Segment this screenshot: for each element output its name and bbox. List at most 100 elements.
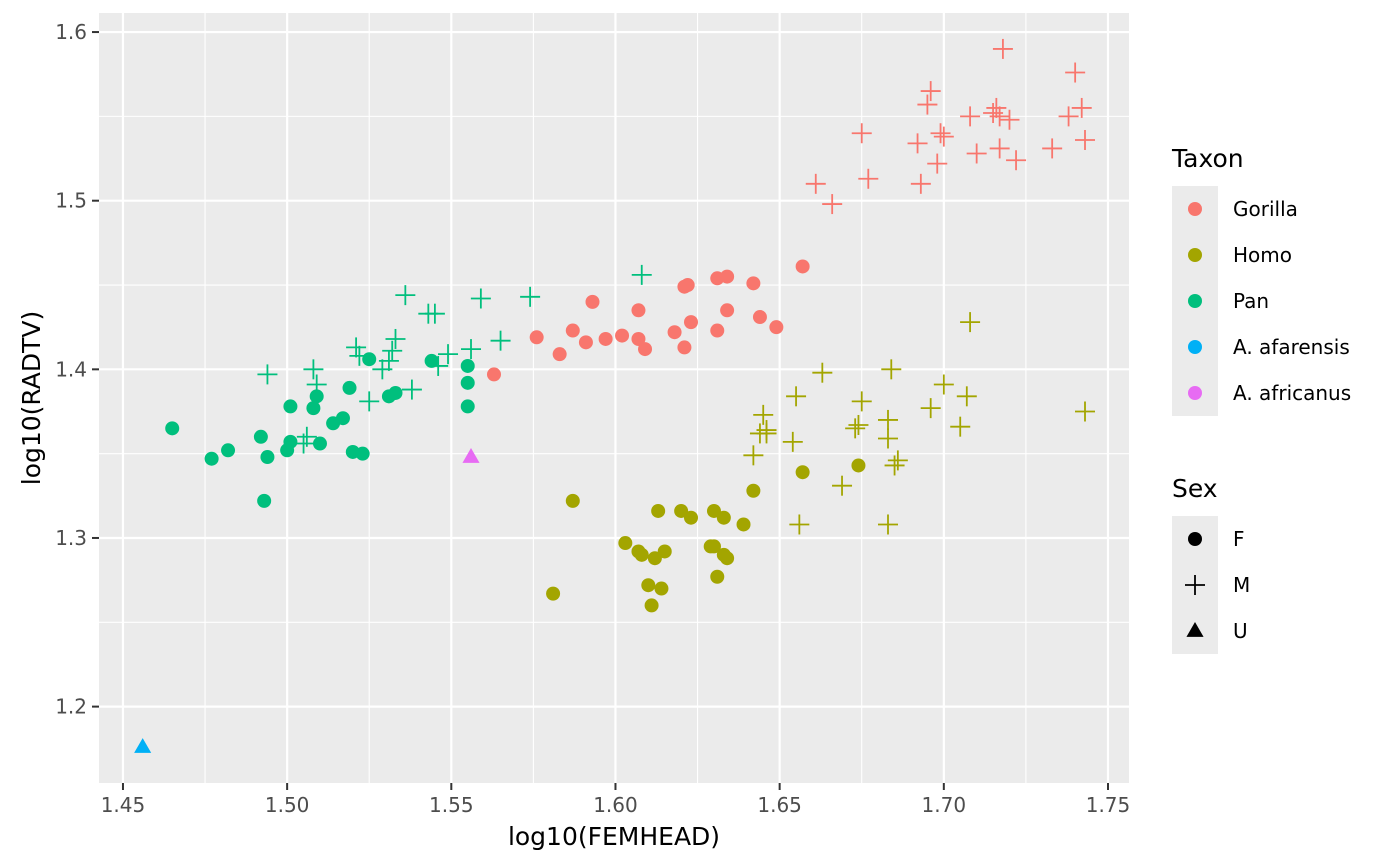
point-gorilla-m: [822, 194, 843, 215]
point-gorilla-f: [552, 347, 567, 362]
point-gorilla-f: [615, 328, 630, 343]
y-tick-label: 1.2: [55, 695, 87, 719]
point-gorilla-f: [667, 325, 682, 340]
point-pan-m: [296, 426, 317, 447]
y-tick-label: 1.6: [55, 20, 87, 44]
point-homo-f: [546, 586, 561, 601]
point-gorilla-m: [907, 133, 928, 154]
point-gorilla-m: [910, 173, 931, 194]
point-homo-m: [877, 514, 898, 535]
point-pan-m: [395, 285, 416, 306]
legend-label: U: [1233, 619, 1248, 643]
legend-title-taxon: Taxon: [1171, 144, 1244, 173]
point-gorilla-m: [858, 168, 879, 189]
point-a-africanus-u: [462, 448, 480, 463]
point-pan-m: [306, 374, 327, 395]
legend: Taxon Gorilla Homo Pan A. afarensis A. africa…: [1171, 144, 1351, 654]
point-homo-m: [877, 428, 898, 449]
plot-panel: [99, 13, 1129, 783]
x-tick-label: 1.75: [1086, 793, 1131, 817]
point-pan-m: [401, 379, 422, 400]
point-homo-m: [960, 312, 981, 333]
point-pan-m: [346, 337, 367, 358]
point-gorilla-f: [746, 276, 761, 291]
x-tick-label: 1.55: [429, 793, 474, 817]
point-gorilla-m: [927, 153, 948, 174]
point-homo-m: [782, 431, 803, 452]
point-pan-f: [388, 385, 403, 400]
point-homo-m: [877, 409, 898, 430]
point-gorilla-m: [851, 123, 872, 144]
point-gorilla-f: [638, 342, 653, 357]
point-gorilla-f: [486, 367, 501, 382]
point-homo-f: [657, 544, 672, 559]
x-tick-label: 1.65: [757, 793, 802, 817]
point-homo-f: [736, 517, 751, 532]
point-pan-m: [424, 303, 445, 324]
point-pan-f: [221, 443, 236, 458]
x-tick-label: 1.60: [593, 793, 638, 817]
point-pan-m: [359, 391, 380, 412]
point-homo-f: [634, 547, 649, 562]
point-pan-f: [165, 421, 180, 436]
point-homo-f: [641, 578, 656, 593]
point-gorilla-f: [677, 340, 692, 355]
legend-key-a-africanus: [1188, 386, 1202, 400]
point-gorilla-m: [930, 123, 951, 144]
point-gorilla-f: [578, 335, 593, 350]
point-a-afarensis-u: [134, 738, 152, 753]
point-pan-m: [461, 339, 482, 360]
point-homo-f: [716, 510, 731, 525]
point-homo-m: [881, 359, 902, 380]
point-homo-f: [720, 551, 735, 566]
legend-label: A. africanus: [1233, 381, 1351, 405]
point-homo-f: [644, 598, 659, 613]
point-homo-m: [756, 423, 777, 444]
point-pan-f: [342, 380, 357, 395]
legend-key-triangle: [1186, 622, 1204, 637]
legend-key-circle: [1188, 532, 1202, 546]
point-gorilla-f: [565, 323, 580, 338]
point-pan-f: [312, 436, 327, 451]
point-pan-f: [460, 375, 475, 390]
point-pan-f: [460, 358, 475, 373]
point-pan-f: [283, 399, 298, 414]
legend-key-homo: [1188, 248, 1202, 262]
point-homo-f: [647, 551, 662, 566]
point-homo-f: [710, 569, 725, 584]
point-homo-m: [884, 455, 905, 476]
point-homo-m: [956, 386, 977, 407]
point-pan-m: [303, 359, 324, 380]
point-pan-m: [470, 288, 491, 309]
point-gorilla-m: [989, 138, 1010, 159]
point-gorilla-f: [795, 259, 810, 274]
x-axis: 1.45 1.50 1.55 1.60 1.65 1.70 1.75: [101, 783, 1131, 817]
point-gorilla-f: [631, 331, 646, 346]
point-gorilla-m: [999, 109, 1020, 130]
point-gorilla-m: [920, 81, 941, 102]
point-gorilla-f: [683, 315, 698, 330]
point-pan-m: [631, 264, 652, 285]
data-points: [134, 38, 1096, 753]
legend-label: Pan: [1233, 289, 1269, 313]
point-pan-f: [362, 352, 377, 367]
legend-key-plus: [1185, 575, 1205, 595]
point-gorilla-m: [917, 94, 938, 115]
point-gorilla-m: [1006, 150, 1027, 171]
point-gorilla-m: [992, 38, 1013, 59]
point-homo-m: [845, 418, 866, 439]
y-tick-label: 1.5: [55, 189, 87, 213]
x-tick-label: 1.45: [101, 793, 146, 817]
point-homo-m: [1075, 401, 1096, 422]
point-homo-m: [920, 398, 941, 419]
point-gorilla-m: [1042, 138, 1063, 159]
point-homo-m: [753, 404, 774, 425]
point-gorilla-m: [966, 143, 987, 164]
point-pan-f: [306, 401, 321, 416]
point-pan-f: [260, 450, 275, 465]
y-tick-label: 1.4: [55, 357, 87, 381]
point-gorilla-m: [986, 97, 1007, 118]
grid-major: [99, 13, 1129, 783]
point-homo-f: [706, 503, 721, 518]
point-homo-f: [618, 536, 633, 551]
